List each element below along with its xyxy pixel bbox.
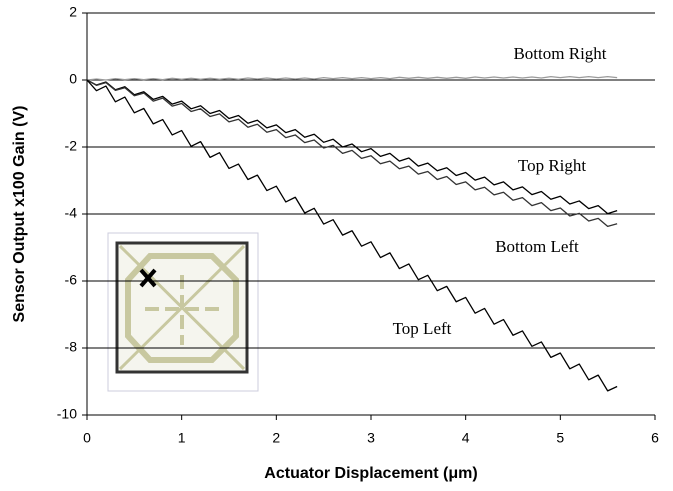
- x-tick-label: 0: [83, 430, 91, 446]
- series-line: [87, 80, 617, 226]
- y-tick-label: -10: [57, 406, 77, 422]
- y-tick-label: 2: [69, 4, 77, 20]
- x-tick-label: 5: [556, 430, 564, 446]
- chart: Actuator Displacement (μm) Sensor Output…: [0, 0, 673, 491]
- series-label: Top Right: [518, 156, 587, 175]
- x-tick-label: 6: [651, 430, 659, 446]
- x-tick-label: 4: [462, 430, 470, 446]
- y-tick-label: -8: [65, 339, 78, 355]
- series-line: [87, 77, 617, 80]
- y-axis-title: Sensor Output x100 Gain (V): [11, 106, 28, 323]
- series-label: Top Left: [393, 319, 452, 338]
- x-tick-label: 2: [272, 430, 280, 446]
- y-tick-label: -6: [65, 272, 78, 288]
- chip-inset: [108, 233, 258, 391]
- x-tick-label: 3: [367, 430, 375, 446]
- y-tick-label: -4: [65, 205, 78, 221]
- x-axis-title: Actuator Displacement (μm): [264, 465, 477, 482]
- series-label: Bottom Right: [513, 44, 606, 63]
- x-tick-label: 1: [178, 430, 186, 446]
- series-label: Bottom Left: [495, 237, 579, 256]
- y-tick-label: 0: [69, 71, 77, 87]
- y-tick-label: -2: [65, 138, 78, 154]
